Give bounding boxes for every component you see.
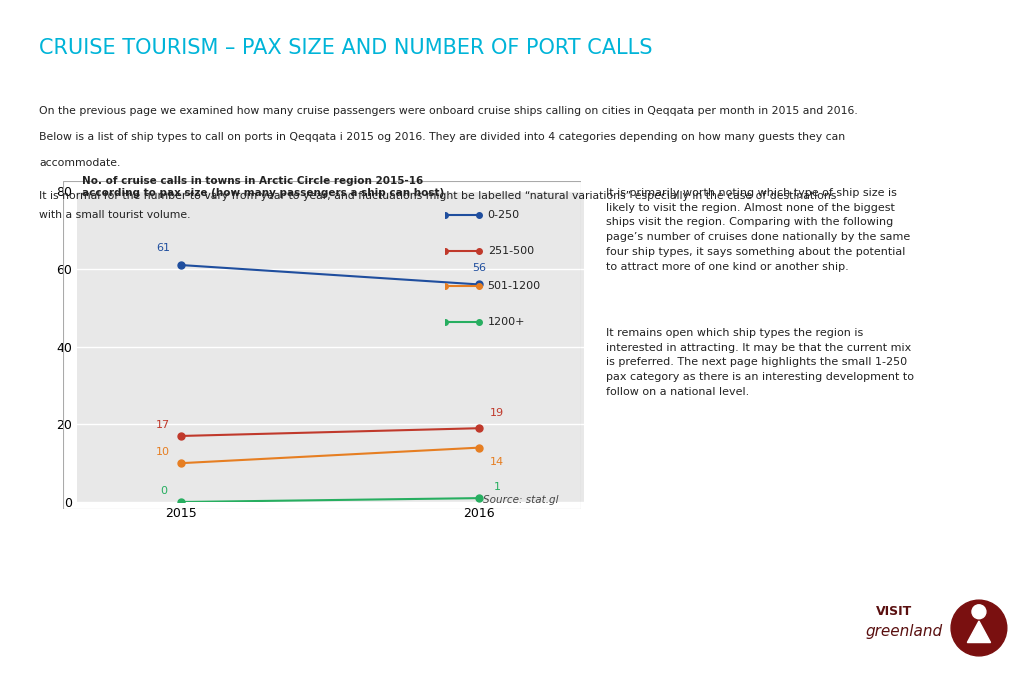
Text: 56: 56 <box>472 263 486 273</box>
Polygon shape <box>968 621 990 643</box>
Text: 19: 19 <box>490 408 504 419</box>
Circle shape <box>951 600 1007 656</box>
Text: Below is a list of ship types to call on ports in Qeqqata i 2015 og 2016. They a: Below is a list of ship types to call on… <box>39 132 845 142</box>
Text: 0-250: 0-250 <box>487 210 520 220</box>
Text: VISIT: VISIT <box>876 605 911 618</box>
Text: On the previous page we examined how many cruise passengers were onboard cruise : On the previous page we examined how man… <box>39 106 858 116</box>
Text: Source: stat.gl: Source: stat.gl <box>482 495 558 505</box>
Text: 1200+: 1200+ <box>487 317 525 326</box>
Text: greenland: greenland <box>865 624 942 639</box>
Text: 501-1200: 501-1200 <box>487 281 541 291</box>
Text: 10: 10 <box>157 447 170 458</box>
Text: according to pax size (how many passengers a ship can host): according to pax size (how many passenge… <box>82 188 444 198</box>
Text: No. of cruise calls in towns in Arctic Circle region 2015-16: No. of cruise calls in towns in Arctic C… <box>82 176 423 186</box>
Text: 1: 1 <box>494 482 501 492</box>
Text: 251-500: 251-500 <box>487 246 534 255</box>
Text: with a small tourist volume.: with a small tourist volume. <box>39 210 190 220</box>
Text: CRUISE TOURISM – PAX SIZE AND NUMBER OF PORT CALLS: CRUISE TOURISM – PAX SIZE AND NUMBER OF … <box>39 38 652 57</box>
Text: 17: 17 <box>157 420 170 430</box>
Text: 14: 14 <box>490 457 504 467</box>
Text: It remains open which ship types the region is
interested in attracting. It may : It remains open which ship types the reg… <box>606 328 914 397</box>
Circle shape <box>972 605 986 619</box>
Text: 61: 61 <box>157 243 170 253</box>
Text: 0: 0 <box>160 486 167 496</box>
Text: It is normal for the number to vary from year to year, and fluctuations might be: It is normal for the number to vary from… <box>39 191 837 201</box>
Text: It is primarily worth noting which type of ship size is
likely to visit the regi: It is primarily worth noting which type … <box>606 188 910 272</box>
Text: accommodate.: accommodate. <box>39 158 120 168</box>
